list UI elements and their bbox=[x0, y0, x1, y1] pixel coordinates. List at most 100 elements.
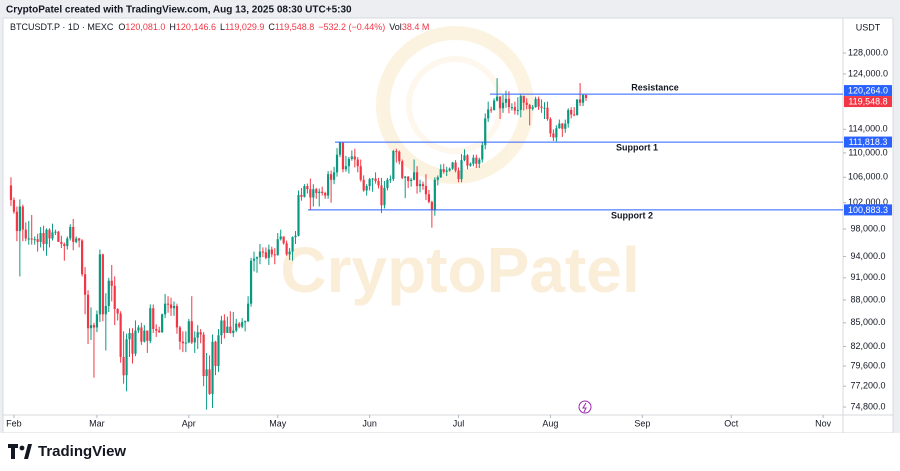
price-badge bbox=[844, 204, 892, 216]
candle-body bbox=[54, 231, 57, 233]
candle-body bbox=[131, 332, 134, 354]
candle-body bbox=[39, 233, 42, 242]
candle-body bbox=[389, 179, 392, 181]
candle-body bbox=[72, 226, 75, 242]
candle-body bbox=[525, 102, 528, 105]
candle-body bbox=[279, 236, 282, 240]
candle-body bbox=[187, 321, 190, 343]
candle-body bbox=[261, 251, 265, 253]
candle-body bbox=[297, 194, 300, 236]
candle-body bbox=[386, 179, 389, 188]
candle-body bbox=[89, 325, 93, 329]
candle-body bbox=[258, 251, 262, 258]
candle-body bbox=[220, 320, 223, 336]
readout-label: O bbox=[118, 22, 125, 32]
candle-body bbox=[196, 332, 199, 338]
candle-body bbox=[546, 107, 549, 120]
candle-body bbox=[466, 155, 469, 166]
candle-body bbox=[306, 186, 309, 190]
candle-body bbox=[451, 162, 454, 169]
x-tick-label: Apr bbox=[182, 418, 196, 428]
candle-body bbox=[15, 211, 18, 232]
candle-body bbox=[152, 308, 155, 330]
candle-body bbox=[60, 241, 63, 244]
candle-body bbox=[445, 170, 448, 172]
candle-body bbox=[312, 189, 315, 198]
candle-body bbox=[347, 158, 350, 167]
candle-body bbox=[359, 166, 362, 180]
candle-body bbox=[436, 177, 439, 180]
candle-body bbox=[104, 305, 107, 315]
readout-value: 119,548.8 bbox=[275, 22, 314, 32]
candle-body bbox=[143, 330, 146, 342]
candle-body bbox=[463, 155, 466, 161]
alert-icon bbox=[578, 400, 592, 414]
candle-body bbox=[146, 330, 149, 341]
candle-body bbox=[421, 184, 425, 187]
y-tick-label: 74,800.0 bbox=[850, 401, 885, 411]
footer-bar bbox=[0, 433, 900, 471]
price-badge bbox=[844, 96, 892, 108]
x-tick-label: May bbox=[269, 418, 287, 428]
candle-body bbox=[303, 186, 306, 197]
candle-body bbox=[487, 109, 490, 119]
readout-label: H bbox=[169, 22, 176, 32]
candle-body bbox=[365, 186, 368, 191]
candle-body bbox=[229, 326, 232, 333]
candle-body bbox=[101, 254, 104, 315]
y-tick-label: 88,000.0 bbox=[850, 294, 885, 304]
candle-body bbox=[457, 170, 460, 180]
price-badge bbox=[844, 136, 892, 148]
readout-label: C bbox=[268, 22, 275, 32]
candle-body bbox=[341, 142, 345, 170]
candles bbox=[9, 78, 588, 410]
candle-body bbox=[166, 303, 170, 305]
candle-body bbox=[321, 191, 324, 194]
candle-body bbox=[309, 189, 312, 198]
candle-body bbox=[407, 176, 410, 182]
candle-body bbox=[51, 232, 54, 239]
candle-body bbox=[33, 239, 36, 241]
candle-body bbox=[202, 334, 205, 377]
y-tick-label: 128,000.0 bbox=[848, 47, 888, 57]
candle-body bbox=[493, 100, 496, 110]
candle-body bbox=[36, 239, 39, 242]
candle-body bbox=[217, 335, 220, 367]
candle-body bbox=[338, 142, 342, 155]
candle-body bbox=[193, 337, 196, 343]
y-tick-label: 91,000.0 bbox=[850, 272, 885, 282]
chart-frame bbox=[2, 17, 894, 434]
candle-body bbox=[329, 174, 333, 180]
level-name: Resistance bbox=[631, 82, 679, 92]
x-tick-label: Aug bbox=[542, 418, 558, 428]
candle-body bbox=[516, 109, 519, 111]
candle-body bbox=[264, 252, 267, 258]
candle-body bbox=[273, 254, 276, 256]
candle-body bbox=[424, 186, 428, 195]
candle-body bbox=[81, 240, 84, 275]
candle-body bbox=[199, 332, 202, 335]
price-badge bbox=[844, 85, 892, 97]
candle-body bbox=[362, 179, 365, 191]
price-badge-label: 111,818.3 bbox=[849, 137, 888, 147]
candle-body bbox=[294, 235, 297, 238]
candle-body bbox=[552, 133, 555, 138]
candle-body bbox=[537, 98, 540, 107]
candle-body bbox=[412, 172, 416, 180]
x-tick-label: Sep bbox=[634, 418, 650, 428]
candle-body bbox=[9, 185, 13, 201]
candle-body bbox=[495, 96, 499, 101]
candle-body bbox=[267, 249, 270, 258]
candle-body bbox=[430, 201, 433, 210]
y-tick-label: 77,200.0 bbox=[850, 381, 885, 391]
candle-body bbox=[95, 314, 99, 328]
candle-body bbox=[418, 184, 422, 187]
x-tick-label: Jun bbox=[362, 418, 377, 428]
candle-body bbox=[57, 231, 60, 242]
candle-body bbox=[235, 323, 238, 331]
candle-body bbox=[558, 123, 561, 129]
y-tick-label: 102,000.0 bbox=[848, 197, 888, 207]
change: −532.2 (−0.44%) bbox=[318, 22, 385, 32]
price-badge-label: 120,264.0 bbox=[848, 85, 888, 95]
candle-body bbox=[285, 243, 288, 255]
